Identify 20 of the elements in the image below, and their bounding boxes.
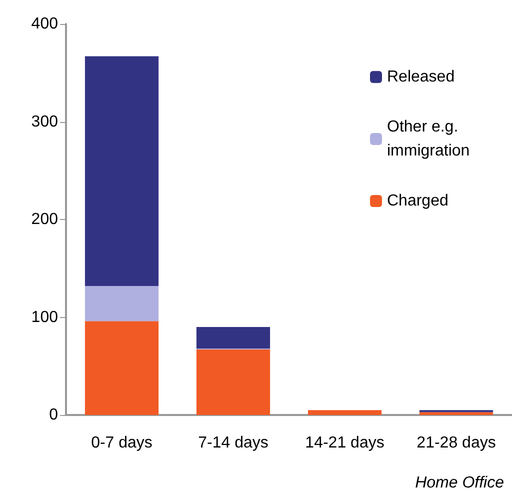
y-tick-label: 100 [31,308,58,326]
bar [308,410,382,415]
legend-label: Released [387,68,455,86]
legend-label: Charged [387,192,448,210]
bar [84,286,159,322]
y-tick-label: 200 [31,211,58,228]
y-tick-label: 0 [49,406,58,424]
y-tick-label: 400 [31,16,58,32]
bar [84,56,159,286]
bar [196,327,270,349]
x-tick-label: 14-21 days [305,434,384,452]
bar [196,350,270,415]
x-tick-label: 0-7 days [91,434,152,452]
x-tick-label: 21-28 days [416,434,496,452]
text: Home Office [415,474,504,492]
legend-label: Other e.g. immigration [387,118,470,160]
bar [419,412,494,415]
bar [84,321,159,415]
y-tick-label: 300 [31,113,58,130]
x-tick-label: 7-14 days [198,434,268,452]
